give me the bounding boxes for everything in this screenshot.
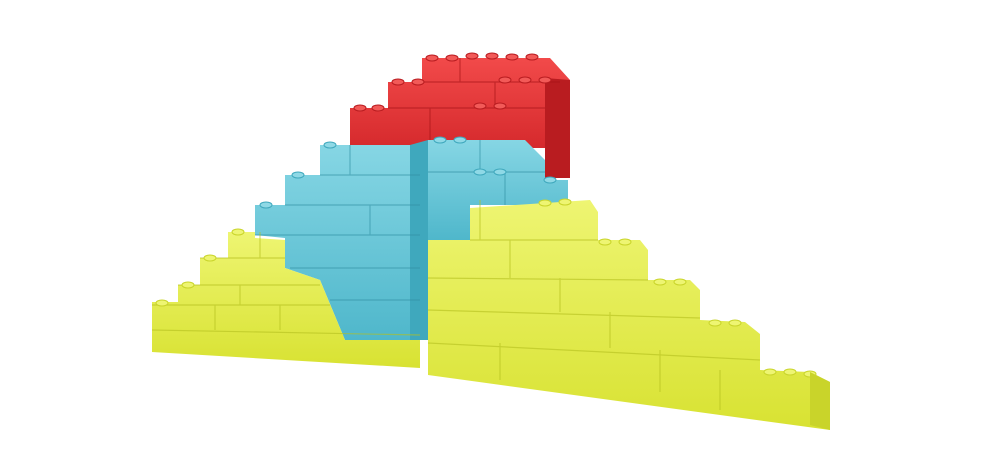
- red-brick-seams: [388, 58, 560, 148]
- yellow-right-seams: [427, 200, 761, 410]
- yellow-right-studs: [538, 198, 817, 378]
- red-studs: [353, 52, 552, 112]
- yellow-right-end-face: [810, 372, 830, 430]
- yellow-left-body: [152, 232, 420, 368]
- blue-bricks-right-body: [428, 140, 568, 240]
- yellow-brick-right: [427, 198, 830, 430]
- blue-bricks-left-body: [255, 145, 420, 340]
- red-bricks-side: [545, 78, 570, 178]
- blue-studs: [259, 136, 557, 209]
- blue-bricks-gap-shadow: [410, 140, 428, 340]
- blue-brick-seams: [255, 140, 545, 301]
- yellow-right-body: [428, 200, 830, 430]
- blue-brick-cluster: [255, 136, 568, 340]
- yellow-brick-left: [151, 228, 421, 368]
- yellow-left-studs: [155, 228, 245, 307]
